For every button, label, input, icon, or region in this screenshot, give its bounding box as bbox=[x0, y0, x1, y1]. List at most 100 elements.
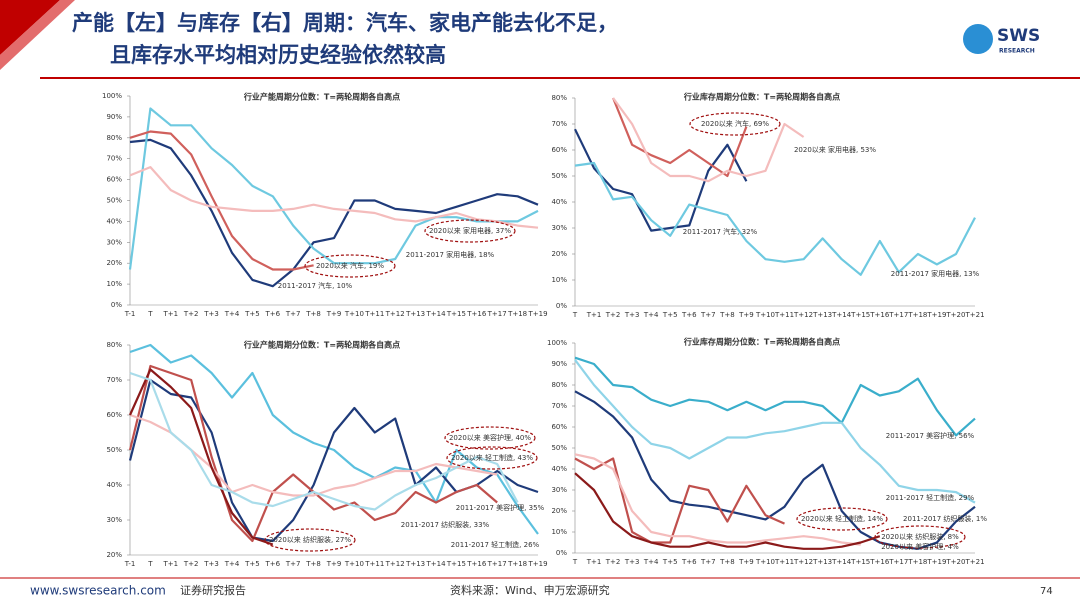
y-tick-label: 70% bbox=[551, 402, 567, 410]
x-tick-label: T+11 bbox=[774, 558, 794, 566]
x-tick-label: T+1 bbox=[586, 558, 602, 566]
x-tick-label: T+1 bbox=[586, 311, 602, 319]
logo: SWS bbox=[997, 26, 1040, 46]
x-tick-label: T+17 bbox=[888, 558, 908, 566]
annotation: 2011-2017 家用电器, 18% bbox=[406, 250, 495, 259]
x-tick-label: T+18 bbox=[907, 311, 927, 319]
footer-source: 资料来源：Wind、申万宏源研究 bbox=[450, 583, 610, 597]
y-tick-label: 50% bbox=[106, 197, 122, 205]
x-tick-label: T+13 bbox=[812, 558, 832, 566]
x-tick-label: T+8 bbox=[305, 560, 321, 568]
x-tick-label: T+9 bbox=[326, 310, 342, 318]
y-tick-label: 10% bbox=[551, 276, 567, 284]
annotation-ellipse bbox=[424, 219, 516, 243]
x-tick-label: T+5 bbox=[662, 311, 678, 319]
x-tick-label: T+3 bbox=[203, 560, 219, 568]
y-tick-label: 50% bbox=[551, 444, 567, 452]
y-tick-label: 90% bbox=[106, 113, 122, 121]
series-line bbox=[574, 457, 785, 544]
annotation: 2011-2017 家用电器, 13% bbox=[891, 269, 980, 278]
y-tick-label: 80% bbox=[106, 341, 122, 349]
x-tick-label: T+14 bbox=[831, 558, 852, 566]
x-tick-label: T bbox=[147, 310, 153, 318]
y-tick-label: 50% bbox=[106, 446, 122, 454]
y-tick-label: 70% bbox=[106, 155, 122, 163]
annotation-ellipse bbox=[874, 525, 966, 549]
page-number: 74 bbox=[1040, 586, 1053, 597]
annotation-ellipse bbox=[689, 112, 781, 136]
x-tick-label: T+3 bbox=[624, 311, 640, 319]
annotation: 2020以来 纺织服装, 8% bbox=[881, 532, 959, 541]
x-tick-label: T+17 bbox=[487, 560, 507, 568]
x-tick-label: T+9 bbox=[326, 560, 342, 568]
x-tick-label: T+4 bbox=[643, 311, 659, 319]
x-tick-label: T+17 bbox=[888, 311, 908, 319]
y-tick-label: 0% bbox=[556, 549, 567, 557]
annotation: 2020以来 家用电器, 37% bbox=[429, 226, 511, 235]
series-line bbox=[128, 107, 539, 270]
x-tick-label: T+10 bbox=[755, 311, 775, 319]
chart-title: 行业产能周期分位数：T=两轮周期各自高点 bbox=[243, 92, 400, 102]
y-tick-label: 30% bbox=[551, 486, 567, 494]
series-line bbox=[129, 130, 314, 271]
y-tick-label: 40% bbox=[551, 465, 567, 473]
series-line bbox=[574, 356, 976, 437]
x-tick-label: T+14 bbox=[425, 310, 446, 318]
y-tick-label: 30% bbox=[106, 238, 122, 246]
chart-title: 行业产能周期分位数：T=两轮周期各自高点 bbox=[243, 340, 400, 350]
x-tick-label: T+3 bbox=[624, 558, 640, 566]
x-tick-label: T+5 bbox=[244, 310, 260, 318]
x-tick-label: T+1 bbox=[162, 310, 178, 318]
y-tick-label: 10% bbox=[551, 528, 567, 536]
y-tick-label: 80% bbox=[551, 94, 567, 102]
x-tick-label: T+10 bbox=[344, 560, 364, 568]
x-tick-label: T bbox=[147, 560, 153, 568]
x-tick-label: T+21 bbox=[964, 311, 984, 319]
annotation-ellipse bbox=[796, 507, 888, 531]
y-tick-label: 30% bbox=[551, 224, 567, 232]
x-tick-label: T+8 bbox=[719, 558, 735, 566]
y-tick-label: 70% bbox=[551, 120, 567, 128]
x-tick-label: T+16 bbox=[869, 311, 890, 319]
series-line bbox=[612, 97, 748, 178]
x-tick-label: T+15 bbox=[850, 558, 870, 566]
charts: 行业产能周期分位数：T=两轮周期各自高点 0% 10% 20% 30% 40% 50% 60%… bbox=[102, 92, 987, 569]
x-tick-label: T+8 bbox=[719, 311, 735, 319]
chart-title: 行业库存周期分位数：T=两轮周期各自高点 bbox=[683, 337, 840, 347]
x-tick-label: T+15 bbox=[850, 311, 870, 319]
series-line bbox=[129, 371, 519, 511]
annotation-ellipse bbox=[304, 254, 396, 278]
annotation: 2011-2017 纺织服装, 1% bbox=[903, 514, 987, 523]
x-tick-label: T+19 bbox=[527, 560, 547, 568]
x-tick-label: T+13 bbox=[812, 311, 832, 319]
series-line bbox=[128, 368, 274, 546]
annotation: 2020以来 汽车, 19% bbox=[316, 261, 384, 270]
y-tick-label: 100% bbox=[547, 339, 567, 347]
annotation: 2020以来 家用电器, 53% bbox=[794, 145, 876, 154]
series-line bbox=[574, 390, 976, 550]
annotation: 2020以来 汽车, 69% bbox=[701, 119, 769, 128]
x-tick-label: T+20 bbox=[945, 558, 965, 566]
x-tick-label: T+21 bbox=[964, 558, 984, 566]
annotation: 2020以来 轻工制造, 14% bbox=[801, 514, 883, 523]
x-tick-label: T+18 bbox=[507, 310, 527, 318]
y-tick-label: 70% bbox=[106, 376, 122, 384]
x-tick-label: T-1 bbox=[124, 560, 136, 568]
x-tick-label: T+15 bbox=[446, 560, 466, 568]
x-tick-label: T+7 bbox=[285, 310, 301, 318]
annotation: 2011-2017 美容护理, 56% bbox=[886, 431, 975, 440]
x-tick-label: T+16 bbox=[466, 310, 487, 318]
footer-site: www.swsresearch.com bbox=[30, 584, 166, 598]
y-tick-label: 20% bbox=[551, 507, 567, 515]
annotation: 2020以来 美容护理, 40% bbox=[449, 433, 531, 442]
x-tick-label: T+8 bbox=[305, 310, 321, 318]
x-tick-label: T+11 bbox=[364, 560, 384, 568]
x-tick-label: T+7 bbox=[285, 560, 301, 568]
x-tick-label: T+5 bbox=[244, 560, 260, 568]
x-tick-label: T+12 bbox=[385, 310, 405, 318]
y-tick-label: 60% bbox=[551, 423, 567, 431]
x-tick-label: T+14 bbox=[831, 311, 852, 319]
x-tick-label: T+18 bbox=[907, 558, 927, 566]
x-tick-label: T+6 bbox=[681, 558, 697, 566]
